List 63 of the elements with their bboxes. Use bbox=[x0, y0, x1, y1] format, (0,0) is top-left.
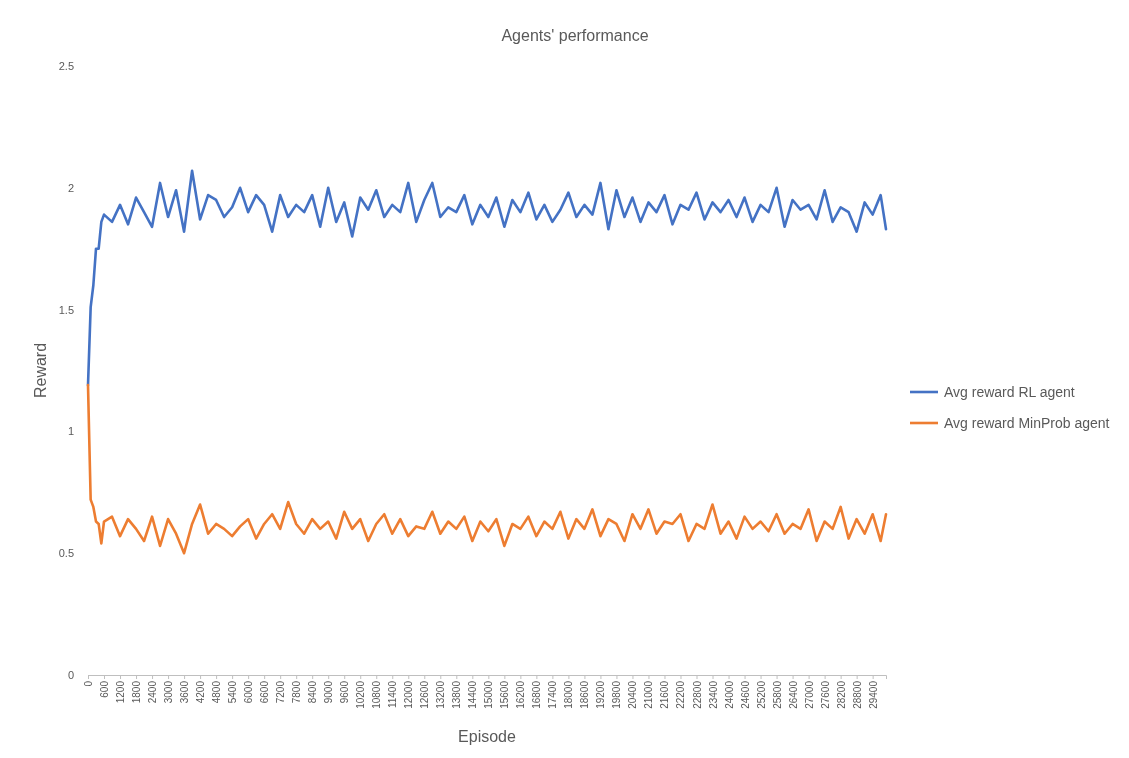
x-tick-label: 7200 bbox=[275, 680, 287, 704]
x-tick-label: 17400 bbox=[547, 680, 559, 709]
x-tick-label: 5400 bbox=[227, 680, 239, 704]
x-tick-label: 3000 bbox=[163, 680, 175, 704]
x-tick-label: 9000 bbox=[323, 680, 335, 704]
x-tick-label: 10800 bbox=[371, 680, 383, 709]
x-tick-label: 27600 bbox=[819, 680, 831, 709]
x-tick-label: 3600 bbox=[179, 680, 191, 704]
x-tick-label: 6000 bbox=[243, 680, 255, 704]
line-series bbox=[86, 383, 888, 555]
x-tick-label: 25200 bbox=[755, 680, 767, 709]
x-tick-label: 15000 bbox=[483, 680, 495, 709]
x-tick-label: 4200 bbox=[195, 680, 207, 704]
x-tick-label: 600 bbox=[99, 680, 111, 698]
x-tick-label: 23400 bbox=[707, 680, 719, 709]
x-tick-label: 20400 bbox=[627, 680, 639, 709]
x-tick-label: 15600 bbox=[499, 680, 511, 709]
y-tick-label: 1.5 bbox=[58, 303, 74, 316]
legend-label: Avg reward MinProb agent bbox=[944, 415, 1110, 431]
y-tick-label: 2.5 bbox=[58, 60, 74, 73]
x-tick-label: 0 bbox=[83, 680, 94, 687]
y-tick-label: 0.5 bbox=[58, 547, 74, 560]
x-tick-label: 13200 bbox=[435, 680, 447, 709]
x-tick-label: 13800 bbox=[451, 680, 463, 709]
x-axis-title: Episode bbox=[458, 728, 517, 745]
y-axis-title: Reward bbox=[32, 342, 49, 399]
x-tick-label: 19800 bbox=[611, 680, 623, 709]
x-tick-label: 6600 bbox=[259, 680, 271, 704]
y-tick-label: 1 bbox=[67, 425, 74, 438]
x-tick-label: 24000 bbox=[723, 680, 735, 709]
x-tick-label: 22200 bbox=[675, 680, 687, 709]
x-tick-label: 14400 bbox=[467, 680, 479, 709]
y-tick-label: 2 bbox=[67, 181, 74, 194]
x-tick-label: 25800 bbox=[771, 680, 783, 709]
x-tick-label: 4800 bbox=[211, 680, 223, 704]
x-tick-label: 16200 bbox=[515, 680, 527, 709]
x-tick-label: 12000 bbox=[403, 680, 415, 709]
x-tick-label: 24600 bbox=[739, 680, 751, 709]
legend-label: Avg reward RL agent bbox=[944, 384, 1075, 400]
x-tick-label: 27000 bbox=[803, 680, 815, 709]
x-tick-label: 28200 bbox=[835, 680, 847, 709]
x-tick-label: 1200 bbox=[115, 680, 127, 704]
x-tick-label: 12600 bbox=[419, 680, 431, 709]
x-tick-label: 29400 bbox=[867, 680, 879, 709]
y-tick-label: 0 bbox=[67, 669, 74, 682]
x-tick-label: 18600 bbox=[579, 680, 591, 709]
x-tick-label: 10200 bbox=[355, 680, 367, 709]
x-tick-label: 7800 bbox=[291, 680, 303, 704]
x-tick-label: 8400 bbox=[307, 680, 319, 704]
x-tick-label: 28800 bbox=[851, 680, 863, 709]
x-tick-label: 21000 bbox=[643, 680, 655, 709]
x-tick-label: 18000 bbox=[563, 680, 575, 709]
line-series bbox=[86, 169, 888, 387]
x-tick-label: 26400 bbox=[787, 680, 799, 709]
x-tick-label: 11400 bbox=[387, 680, 399, 709]
x-tick-label: 1800 bbox=[131, 680, 143, 704]
x-tick-label: 2400 bbox=[147, 680, 159, 704]
x-tick-label: 9600 bbox=[339, 680, 351, 704]
x-tick-label: 19200 bbox=[595, 680, 607, 709]
x-tick-label: 16800 bbox=[531, 680, 543, 709]
chart-title: Agents' performance bbox=[501, 27, 649, 44]
x-tick-label: 22800 bbox=[691, 680, 703, 709]
x-tick-label: 21600 bbox=[659, 680, 671, 709]
